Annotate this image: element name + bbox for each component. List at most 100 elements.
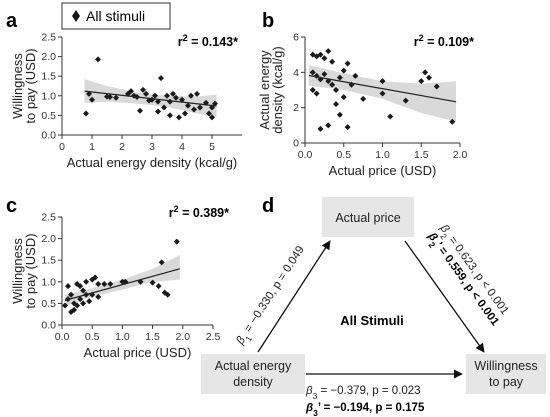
data-point [62,302,69,309]
y-tick-label: 0.5 [41,110,56,122]
node-willingness-to-pay [466,354,546,394]
data-point [321,55,328,62]
y-tick-label: 2.0 [41,233,56,245]
data-point [321,71,328,78]
legend: All stimuli [61,2,171,30]
data-point [173,94,179,101]
node-actual-price-label: Actual price [335,211,400,225]
regression-line [84,90,217,107]
data-point [449,118,456,125]
x-axis-label: Actual price (USD) [84,345,192,360]
data-point [74,280,81,287]
y-tick-label: 1.0 [41,90,56,102]
data-point [101,280,108,287]
y-axis-label-line-2: to pay (USD) [23,48,38,123]
data-point [74,302,81,309]
x-tick-label: 0.0 [298,149,313,161]
data-point [173,238,180,245]
scatter-panel-a: 0 1 2 3 4 5 0.0 0.5 1.0 1.5 2.0 2.5 Actual energy de… [10,32,242,170]
mediation-diagram: Actual price Actual energy density Willi… [201,197,546,417]
data-point [167,112,173,119]
y-axis-label-line-2: density (kcal/g) [270,46,285,133]
r-squared-annotation: r2 = 0.143* [178,33,238,49]
diagram-title: All Stimuli [340,313,404,328]
data-point [68,291,75,298]
legend-label: All stimuli [86,8,145,24]
data-point [95,293,102,300]
data-point [313,90,320,97]
node-willingness-label-1: Willingness [474,359,537,373]
y-tick-label: 1.0 [41,276,56,288]
y-axis-label-line-1: Willingness [10,238,25,304]
y-tick-label: 0.0 [41,320,56,332]
data-point [68,309,75,316]
beta3-prime-coefficient: β3’ = −0.194, p = 0.175 [305,402,425,417]
data-point [379,78,386,85]
data-point [426,74,432,81]
data-point [164,291,171,298]
data-point [317,125,324,132]
y-axis-label-line-1: Willingness [10,53,25,119]
regression-line [308,74,457,103]
data-point [194,90,200,97]
data-point [360,95,367,102]
data-point [80,300,87,307]
data-point [83,278,90,285]
node-energy-density-label-1: Actual energy [215,359,292,373]
x-tick-label: 2.0 [453,149,468,161]
x-tick-label: 5 [209,141,215,153]
data-point [152,92,158,99]
data-point [164,92,170,99]
node-energy-density-label-2: density [233,375,273,389]
panel-letter-d: d [262,195,274,217]
data-point [107,93,113,100]
data-point [86,298,93,305]
data-point [325,48,332,55]
data-point [92,274,99,281]
y-tick-label: 2.0 [41,51,56,63]
node-energy-density [201,354,305,394]
y-tick-label: 0 [293,138,299,150]
data-point [433,83,440,90]
x-tick-label: 0.5 [85,331,100,343]
y-tick-label: 1.5 [41,71,56,83]
data-point [143,90,149,97]
y-tick-label: 2.5 [41,32,56,44]
x-tick-label: 0.5 [336,149,351,161]
data-point [191,106,197,113]
beta3-coefficient: β3 = −0.379, p = 0.023 [305,385,421,401]
data-point [149,279,156,286]
r-squared-annotation: r2 = 0.109* [414,33,474,49]
data-point [155,98,161,105]
arrow-energy-to-price [257,240,331,353]
data-point [333,87,339,93]
data-point [80,287,87,294]
data-point [188,92,194,99]
data-point [329,81,336,88]
y-tick-label: 0.0 [41,130,56,142]
panel-letter-b: b [262,10,274,32]
arrow-price-to-wtp [404,240,485,353]
data-point [340,94,347,101]
data-point [128,88,134,95]
y-axis-label-line-1: Actual energy [257,50,272,130]
regression-line [64,268,180,301]
node-actual-price [322,197,414,237]
data-point [77,296,84,303]
x-tick-label: 4 [179,141,185,153]
x-tick-label: 2.5 [206,331,221,343]
x-tick-label: 0.0 [55,331,70,343]
data-point [185,102,191,109]
data-point [418,78,425,85]
data-point [340,67,347,74]
data-point [197,104,203,111]
data-point [379,90,386,97]
data-point [336,111,343,118]
data-point [137,107,143,114]
legend-diamond-marker [72,10,80,22]
panel-letter-a: a [6,10,18,32]
data-point [309,87,316,93]
data-point [352,72,359,79]
data-point [325,122,332,129]
